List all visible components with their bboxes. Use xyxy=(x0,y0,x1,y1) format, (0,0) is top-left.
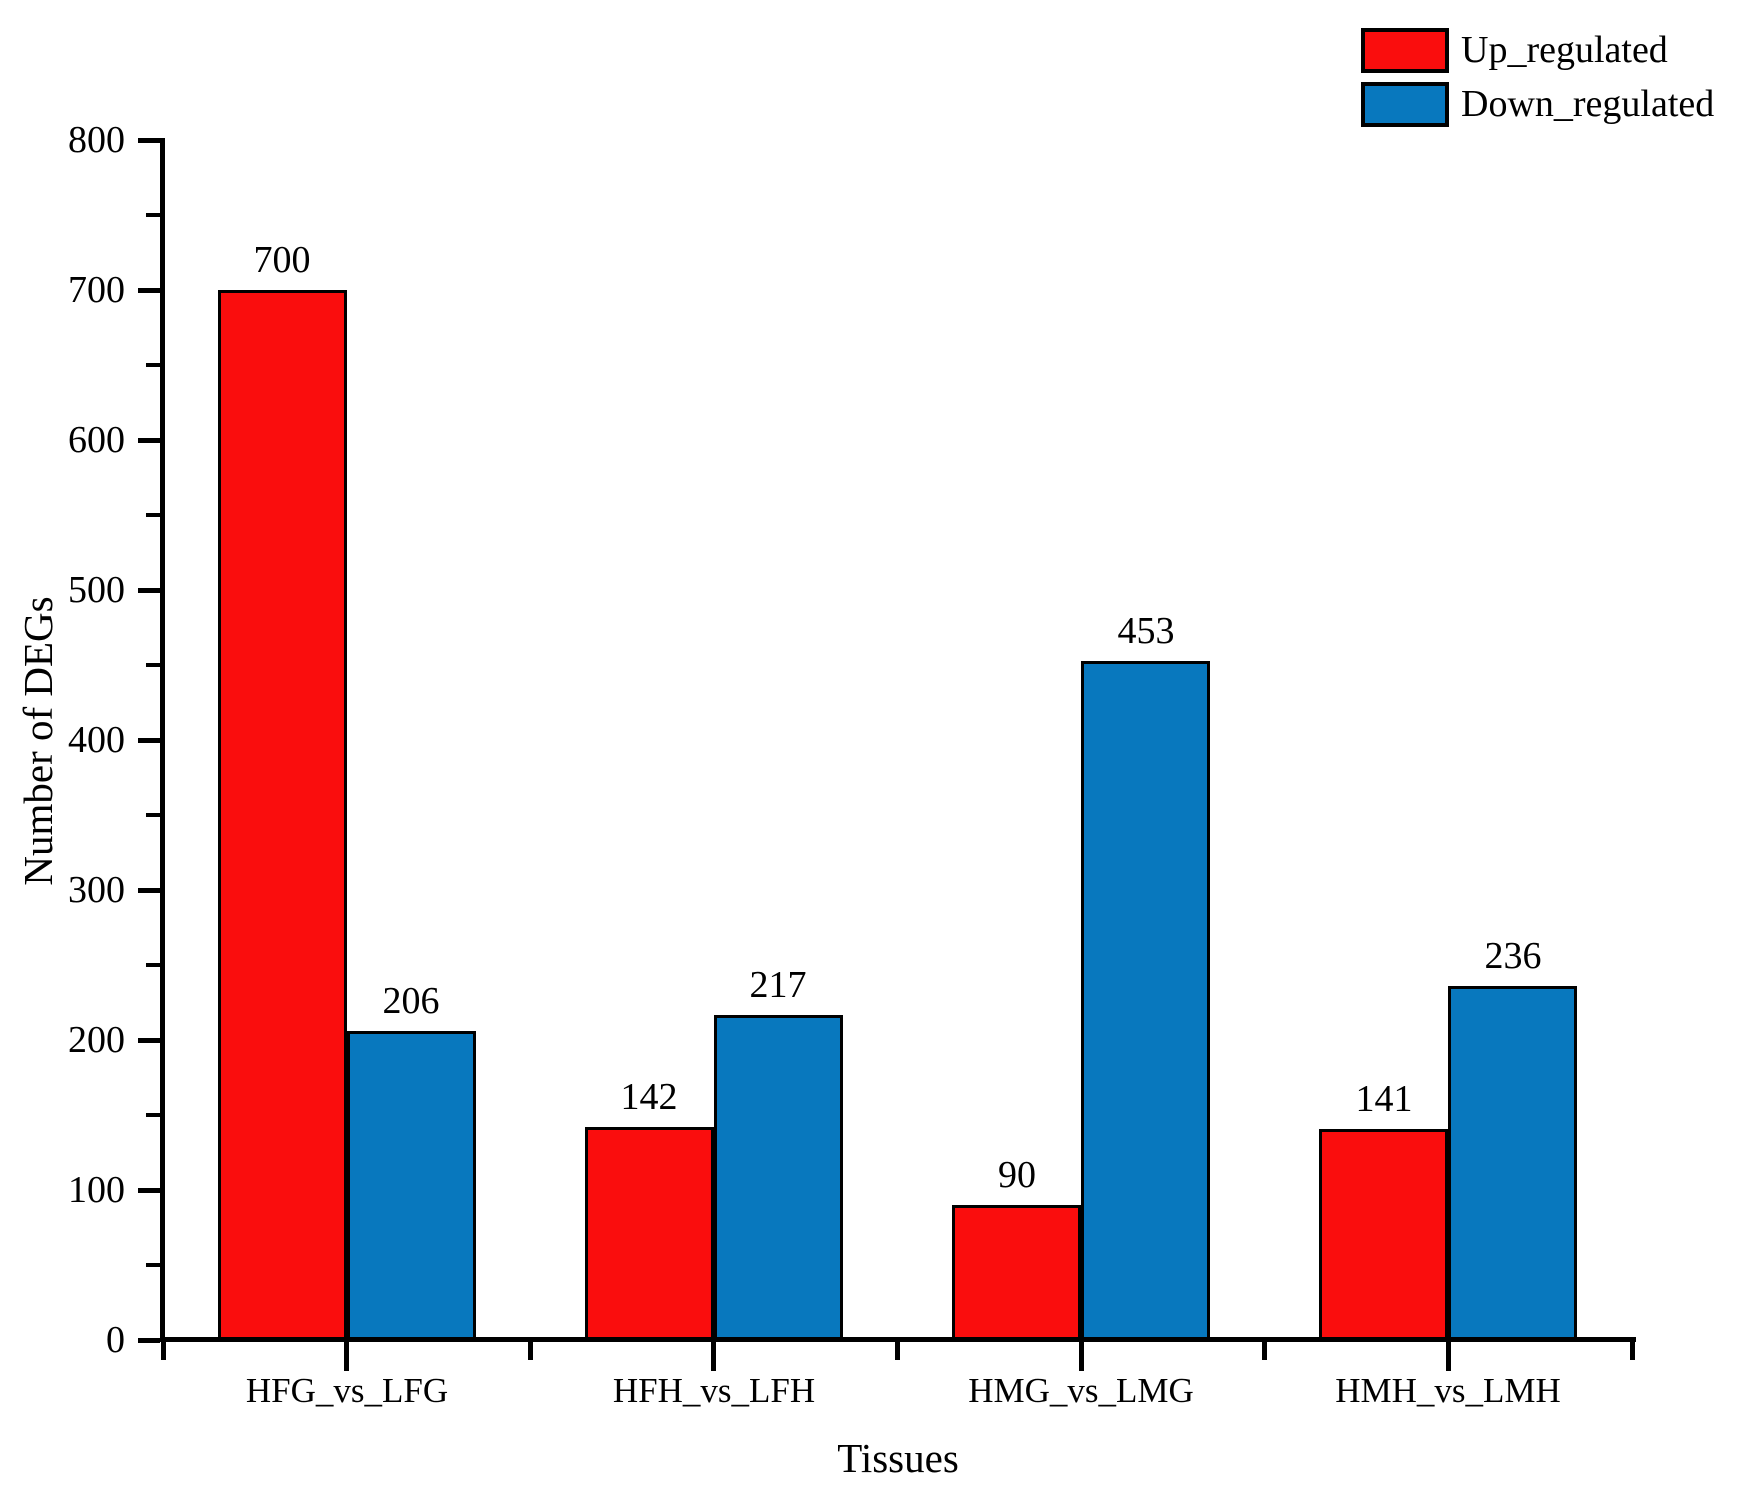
y-minor-tick xyxy=(146,1113,160,1117)
legend-label-down-regulated: Down_regulated xyxy=(1461,83,1715,125)
bar-value-label: 700 xyxy=(253,239,311,281)
x-minor-tick xyxy=(161,1340,166,1360)
legend-swatch-up-regulated xyxy=(1361,27,1449,73)
y-tick-label: 500 xyxy=(68,569,125,611)
y-major-tick xyxy=(138,288,160,293)
x-minor-tick xyxy=(528,1340,533,1360)
legend: Up_regulated Down_regulated xyxy=(1361,27,1714,127)
bar-down-regulated xyxy=(714,1015,843,1341)
y-tick-label: 400 xyxy=(68,719,125,761)
x-category-label: HMG_vs_LMG xyxy=(968,1371,1194,1410)
bar-value-label: 142 xyxy=(620,1076,678,1118)
legend-item-up-regulated: Up_regulated xyxy=(1361,27,1714,73)
x-minor-tick xyxy=(1630,1340,1635,1360)
y-major-tick xyxy=(138,1188,160,1193)
x-axis-title: Tissues xyxy=(837,1435,959,1481)
y-tick-label: 0 xyxy=(106,1319,125,1361)
y-major-tick xyxy=(138,138,160,143)
bar-value-label: 453 xyxy=(1117,610,1175,652)
y-minor-tick xyxy=(146,663,160,667)
x-category-label: HFG_vs_LFG xyxy=(245,1371,449,1410)
x-minor-tick xyxy=(895,1340,900,1360)
legend-label-up-regulated: Up_regulated xyxy=(1461,29,1668,71)
y-major-tick xyxy=(138,1038,160,1043)
bar-value-label: 141 xyxy=(1355,1078,1413,1120)
y-minor-tick xyxy=(146,213,160,217)
y-minor-tick xyxy=(146,1263,160,1267)
y-axis-line xyxy=(160,138,165,1342)
bar-up-regulated xyxy=(218,290,347,1340)
y-major-tick xyxy=(138,738,160,743)
bar-value-label: 217 xyxy=(749,964,807,1006)
y-tick-label: 600 xyxy=(68,419,125,461)
bar-up-regulated xyxy=(952,1205,1081,1340)
bar-down-regulated xyxy=(1448,986,1577,1340)
y-minor-tick xyxy=(146,963,160,967)
x-major-tick xyxy=(1446,1340,1451,1371)
bar-value-label: 90 xyxy=(998,1154,1036,1196)
y-major-tick xyxy=(138,888,160,893)
x-category-label: HMH_vs_LMH xyxy=(1335,1371,1561,1410)
legend-item-down-regulated: Down_regulated xyxy=(1361,81,1714,127)
y-axis-title: Number of DEGs xyxy=(15,596,61,886)
x-category-label: HFH_vs_LFH xyxy=(612,1371,816,1410)
y-tick-label: 300 xyxy=(68,869,125,911)
legend-swatch-down-regulated xyxy=(1361,81,1449,127)
x-axis-line xyxy=(160,1337,1636,1342)
y-major-tick xyxy=(138,438,160,443)
y-major-tick xyxy=(138,1338,160,1343)
y-tick-label: 700 xyxy=(68,269,125,311)
y-minor-tick xyxy=(146,513,160,517)
x-minor-tick xyxy=(1262,1340,1267,1360)
bar-up-regulated xyxy=(1319,1129,1448,1341)
y-minor-tick xyxy=(146,813,160,817)
x-major-tick xyxy=(344,1340,349,1371)
bar-value-label: 236 xyxy=(1484,935,1542,977)
y-tick-label: 200 xyxy=(68,1019,125,1061)
y-major-tick xyxy=(138,588,160,593)
bar-up-regulated xyxy=(585,1127,714,1340)
y-minor-tick xyxy=(146,363,160,367)
bar-down-regulated xyxy=(347,1031,476,1340)
bar-down-regulated xyxy=(1081,661,1210,1341)
y-tick-label: 800 xyxy=(68,119,125,161)
x-major-tick xyxy=(1079,1340,1084,1371)
y-tick-label: 100 xyxy=(68,1169,125,1211)
x-major-tick xyxy=(711,1340,716,1371)
bar-value-label: 206 xyxy=(382,980,440,1022)
